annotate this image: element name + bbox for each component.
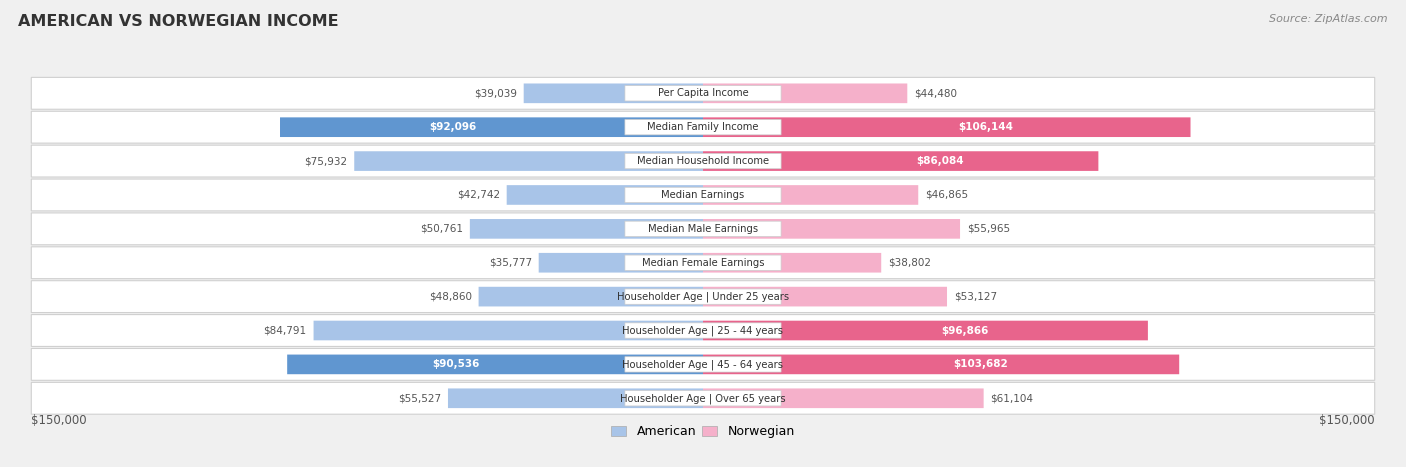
FancyBboxPatch shape — [624, 289, 782, 304]
Text: AMERICAN VS NORWEGIAN INCOME: AMERICAN VS NORWEGIAN INCOME — [18, 14, 339, 29]
Text: $48,860: $48,860 — [429, 291, 471, 302]
FancyBboxPatch shape — [354, 151, 703, 171]
FancyBboxPatch shape — [31, 111, 1375, 143]
FancyBboxPatch shape — [31, 179, 1375, 211]
Text: $61,104: $61,104 — [991, 393, 1033, 403]
FancyBboxPatch shape — [470, 219, 703, 239]
FancyBboxPatch shape — [506, 185, 703, 205]
FancyBboxPatch shape — [280, 117, 703, 137]
FancyBboxPatch shape — [703, 354, 1180, 374]
Text: $106,144: $106,144 — [959, 122, 1014, 132]
Text: $42,742: $42,742 — [457, 190, 499, 200]
Text: Householder Age | Over 65 years: Householder Age | Over 65 years — [620, 393, 786, 403]
Text: $92,096: $92,096 — [429, 122, 477, 132]
FancyBboxPatch shape — [624, 120, 782, 135]
FancyBboxPatch shape — [624, 390, 782, 406]
FancyBboxPatch shape — [624, 357, 782, 372]
FancyBboxPatch shape — [624, 187, 782, 203]
Text: $150,000: $150,000 — [31, 414, 87, 427]
FancyBboxPatch shape — [703, 321, 1147, 340]
Text: $38,802: $38,802 — [889, 258, 931, 268]
FancyBboxPatch shape — [31, 348, 1375, 380]
FancyBboxPatch shape — [703, 219, 960, 239]
FancyBboxPatch shape — [703, 389, 984, 408]
FancyBboxPatch shape — [703, 117, 1191, 137]
Text: Per Capita Income: Per Capita Income — [658, 88, 748, 99]
Text: Source: ZipAtlas.com: Source: ZipAtlas.com — [1270, 14, 1388, 24]
FancyBboxPatch shape — [523, 84, 703, 103]
FancyBboxPatch shape — [703, 151, 1098, 171]
Text: $84,791: $84,791 — [263, 325, 307, 335]
Text: $44,480: $44,480 — [914, 88, 957, 99]
FancyBboxPatch shape — [31, 247, 1375, 279]
Text: $75,932: $75,932 — [304, 156, 347, 166]
FancyBboxPatch shape — [478, 287, 703, 306]
Text: Median Family Income: Median Family Income — [647, 122, 759, 132]
Legend: American, Norwegian: American, Norwegian — [606, 420, 800, 443]
FancyBboxPatch shape — [31, 78, 1375, 109]
Text: Median Male Earnings: Median Male Earnings — [648, 224, 758, 234]
Text: $150,000: $150,000 — [1319, 414, 1375, 427]
Text: $55,965: $55,965 — [967, 224, 1010, 234]
FancyBboxPatch shape — [31, 145, 1375, 177]
FancyBboxPatch shape — [703, 253, 882, 273]
Text: Householder Age | Under 25 years: Householder Age | Under 25 years — [617, 291, 789, 302]
FancyBboxPatch shape — [624, 154, 782, 169]
Text: Householder Age | 45 - 64 years: Householder Age | 45 - 64 years — [623, 359, 783, 370]
FancyBboxPatch shape — [624, 255, 782, 270]
Text: $86,084: $86,084 — [915, 156, 963, 166]
Text: $53,127: $53,127 — [953, 291, 997, 302]
Text: $39,039: $39,039 — [474, 88, 517, 99]
FancyBboxPatch shape — [703, 287, 948, 306]
FancyBboxPatch shape — [314, 321, 703, 340]
Text: $55,527: $55,527 — [398, 393, 441, 403]
FancyBboxPatch shape — [703, 185, 918, 205]
FancyBboxPatch shape — [31, 213, 1375, 245]
FancyBboxPatch shape — [31, 281, 1375, 312]
FancyBboxPatch shape — [31, 382, 1375, 414]
FancyBboxPatch shape — [703, 84, 907, 103]
Text: Median Household Income: Median Household Income — [637, 156, 769, 166]
Text: $50,761: $50,761 — [420, 224, 463, 234]
FancyBboxPatch shape — [449, 389, 703, 408]
Text: $90,536: $90,536 — [433, 360, 479, 369]
Text: $35,777: $35,777 — [489, 258, 531, 268]
FancyBboxPatch shape — [538, 253, 703, 273]
Text: $103,682: $103,682 — [953, 360, 1008, 369]
FancyBboxPatch shape — [624, 323, 782, 338]
Text: Householder Age | 25 - 44 years: Householder Age | 25 - 44 years — [623, 325, 783, 336]
Text: $96,866: $96,866 — [941, 325, 988, 335]
Text: Median Female Earnings: Median Female Earnings — [641, 258, 765, 268]
Text: $46,865: $46,865 — [925, 190, 969, 200]
FancyBboxPatch shape — [287, 354, 703, 374]
Text: Median Earnings: Median Earnings — [661, 190, 745, 200]
FancyBboxPatch shape — [624, 221, 782, 236]
FancyBboxPatch shape — [31, 315, 1375, 347]
FancyBboxPatch shape — [624, 85, 782, 101]
